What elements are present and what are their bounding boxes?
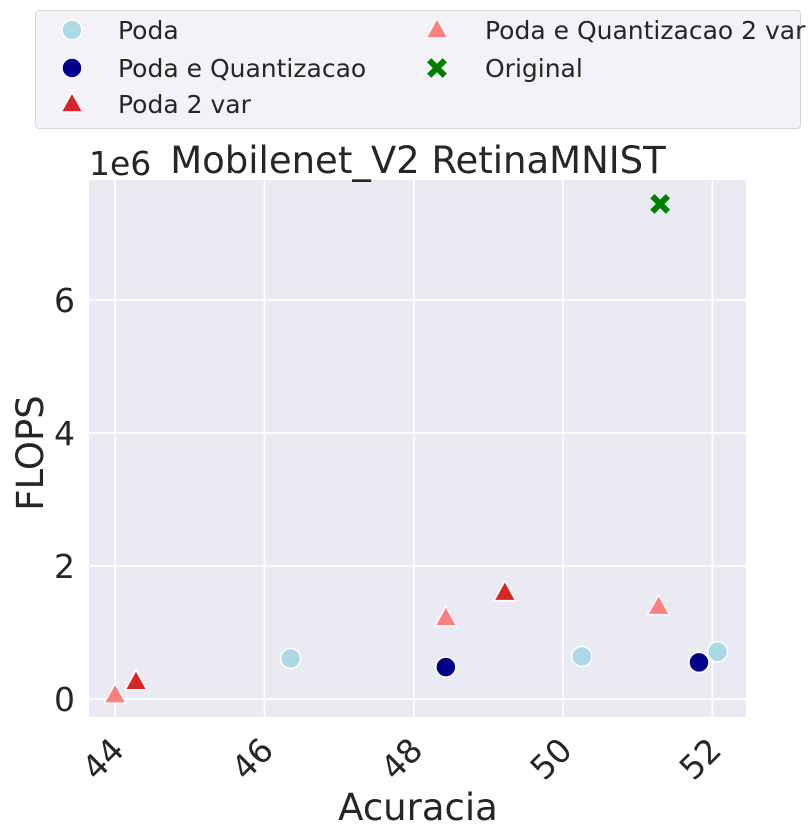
data-point (706, 641, 729, 663)
data-point (279, 647, 302, 670)
data-point (571, 645, 593, 668)
y-tick-label: 2 (54, 547, 75, 586)
y-tick-label: 4 (54, 414, 75, 453)
data-point-stroke-b (650, 194, 671, 214)
plot-area (89, 180, 746, 717)
x-tick-label: 52 (672, 730, 729, 787)
data-point (650, 194, 671, 214)
data-point (102, 682, 128, 704)
x-tick-label: 48 (373, 730, 430, 787)
data-point (688, 651, 710, 674)
data-point (435, 656, 457, 678)
legend (35, 10, 801, 129)
data-point (646, 593, 671, 616)
y-tick-label: 0 (54, 680, 75, 719)
y-tick-label: 6 (54, 281, 75, 320)
legend-label: Poda e Quantizacao (118, 54, 366, 83)
legend-label: Original (485, 54, 583, 83)
legend-label: Poda e Quantizacao 2 var (485, 16, 806, 45)
legend-marker (59, 90, 85, 113)
data-points (102, 194, 729, 704)
legend-marker (427, 58, 447, 78)
y-axis-label: FLOPS (9, 395, 52, 511)
y-offset-label: 1e6 (89, 144, 151, 183)
legend-label: Poda (118, 16, 179, 45)
x-tick-label: 50 (522, 730, 579, 787)
legend-marker (424, 16, 450, 39)
legend-entries: Poda Poda e Quantizacao Poda 2 var Poda e Q… (59, 16, 806, 119)
x-tick-label: 46 (224, 730, 281, 787)
grid (89, 180, 746, 717)
x-tick-label: 44 (74, 730, 131, 787)
data-point (433, 604, 459, 627)
legend-marker (61, 19, 83, 41)
data-point (492, 579, 518, 602)
chart-title: Mobilenet_V2 RetinaMNIST (170, 139, 666, 182)
legend-marker (61, 57, 83, 79)
x-axis-label: Acuracia (338, 786, 498, 829)
data-point (123, 668, 149, 691)
legend-marker-stroke-b (427, 58, 447, 78)
legend-label: Poda 2 var (118, 90, 252, 119)
